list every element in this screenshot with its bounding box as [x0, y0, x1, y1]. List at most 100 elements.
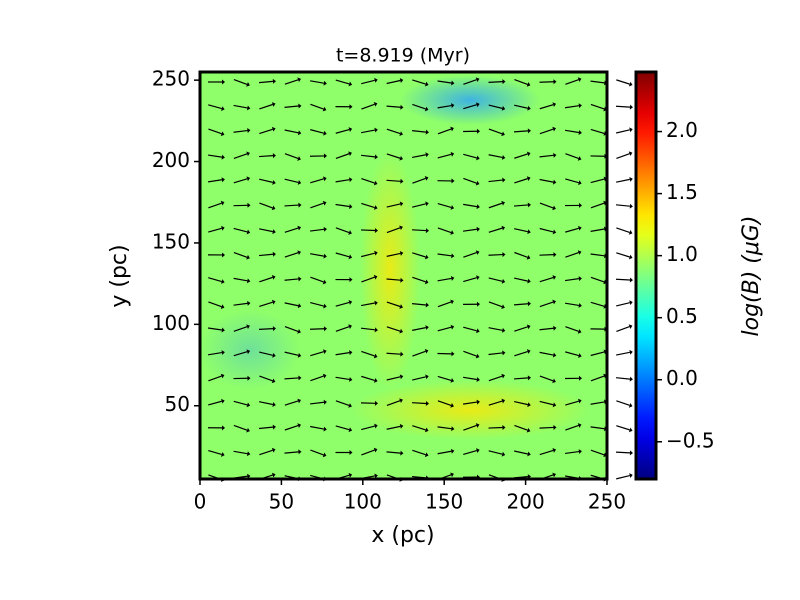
- arrow: [565, 400, 579, 406]
- arrow: [590, 301, 605, 307]
- arrow: [463, 350, 477, 357]
- arrow-head: [220, 304, 225, 309]
- arrow: [564, 129, 580, 134]
- arrow: [564, 302, 580, 307]
- arrow: [488, 426, 503, 429]
- arrow: [259, 228, 273, 233]
- arrow-head: [323, 80, 327, 86]
- arrow-head: [323, 426, 327, 432]
- arrow-head: [526, 349, 531, 354]
- arrow: [233, 178, 248, 184]
- arrow: [437, 400, 452, 406]
- arrow-head: [221, 452, 225, 457]
- arrow: [335, 425, 350, 431]
- arrow-head: [374, 250, 378, 256]
- arrow-head: [271, 102, 276, 107]
- arrow-head: [247, 202, 251, 208]
- arrow-head: [221, 350, 225, 356]
- arrow: [386, 203, 401, 208]
- arrow-head: [476, 155, 480, 161]
- arrow: [284, 227, 299, 233]
- arrow: [335, 400, 350, 407]
- arrow-head: [399, 201, 404, 207]
- arrow: [361, 177, 375, 184]
- arrow-head: [476, 275, 480, 281]
- arrow: [616, 351, 630, 356]
- arrow: [514, 277, 528, 282]
- arrow-head: [424, 279, 429, 285]
- arrow-head: [552, 299, 556, 305]
- arrow: [208, 227, 222, 233]
- arrow-head: [450, 403, 454, 408]
- arrow-head: [475, 180, 480, 186]
- arrow: [565, 227, 579, 233]
- arrow: [233, 302, 248, 306]
- arrow-head: [451, 178, 455, 184]
- arrow-head: [425, 129, 429, 135]
- arrow-head: [349, 277, 353, 283]
- arrow-head: [628, 81, 633, 87]
- arrow-head: [246, 451, 251, 457]
- x-tick-label: 0: [194, 490, 207, 514]
- arrow: [488, 154, 503, 159]
- arrow-head: [349, 204, 353, 209]
- arrow: [539, 227, 554, 233]
- arrow-head: [221, 327, 225, 333]
- arrow-head: [323, 153, 327, 159]
- arrow-head: [552, 126, 556, 132]
- y-tick-label: 100: [152, 311, 190, 335]
- arrow-head: [450, 448, 455, 454]
- arrow-head: [552, 275, 557, 280]
- arrow-head: [373, 205, 378, 210]
- arrow-head: [221, 177, 225, 183]
- arrow-head: [272, 402, 276, 407]
- arrow-head: [527, 202, 531, 208]
- arrow: [565, 351, 579, 357]
- arrow-head: [400, 277, 404, 283]
- arrow-head: [323, 130, 327, 136]
- arrow: [386, 153, 401, 159]
- arrow: [539, 202, 554, 209]
- arrow: [411, 402, 427, 405]
- arrow-head: [450, 103, 455, 109]
- arrow-head: [271, 275, 276, 280]
- arrow-head: [222, 79, 225, 85]
- field-texture: [400, 75, 540, 125]
- arrow-head: [526, 324, 531, 330]
- arrow-head: [501, 225, 506, 231]
- arrow: [207, 154, 223, 158]
- arrow-head: [476, 301, 480, 307]
- arrow-head: [629, 376, 633, 382]
- arrow-head: [424, 427, 429, 433]
- arrow: [386, 425, 401, 430]
- arrow: [514, 350, 528, 357]
- arrow-head: [399, 250, 404, 256]
- arrow: [259, 375, 273, 382]
- arrow: [590, 178, 605, 184]
- arrow-head: [476, 204, 480, 210]
- arrow-head: [246, 254, 250, 260]
- y-tick-label: 250: [152, 67, 190, 91]
- arrow-head: [348, 151, 352, 157]
- arrow: [284, 400, 299, 406]
- arrow-head: [629, 277, 633, 283]
- arrow: [360, 327, 376, 331]
- x-tick-label: 50: [269, 490, 294, 514]
- arrow-head: [246, 229, 251, 235]
- arrow: [616, 474, 630, 480]
- arrow-head: [220, 131, 225, 137]
- arrow: [412, 79, 426, 85]
- arrow-head: [450, 299, 454, 305]
- arrow: [539, 301, 554, 308]
- arrow-head: [424, 348, 429, 354]
- arrow-head: [374, 423, 378, 429]
- arrow-head: [298, 449, 302, 455]
- arrow-head: [578, 302, 582, 308]
- arrow: [386, 376, 401, 381]
- arrow: [565, 153, 579, 160]
- arrow: [590, 103, 605, 110]
- arrow: [539, 104, 554, 110]
- arrow: [565, 79, 579, 85]
- arrow: [615, 451, 631, 454]
- arrow-head: [629, 104, 633, 110]
